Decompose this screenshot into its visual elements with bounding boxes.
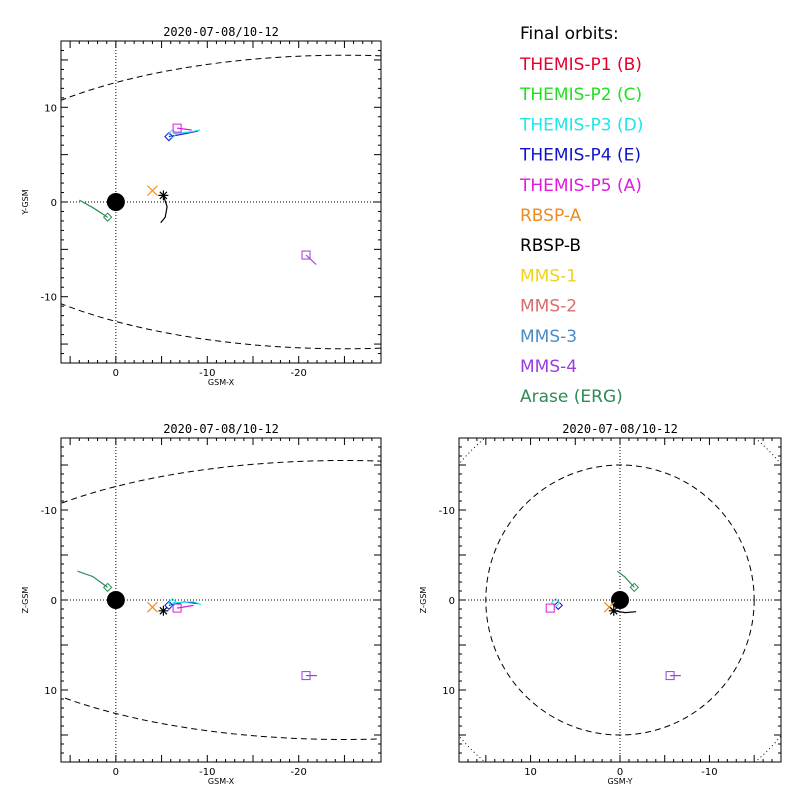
spacecraft-marker: [172, 603, 182, 613]
orbit-track: [616, 570, 635, 588]
y-axis-label: Z-GSM: [21, 587, 30, 614]
y-tick-label: 0: [51, 596, 57, 607]
x-tick-label: 10: [524, 767, 537, 778]
legend-entry: MMS-4: [520, 357, 577, 377]
y-tick-label: -10: [41, 293, 57, 304]
orbit-track: [177, 127, 192, 131]
y-tick-label: 10: [44, 686, 57, 697]
legend-entry: RBSP-A: [520, 206, 582, 226]
legend-entry: MMS-1: [520, 266, 577, 286]
x-tick-label: -10: [199, 767, 215, 778]
legend-entry: MMS-3: [520, 327, 577, 347]
x-axis-label: GSM-X: [208, 378, 235, 387]
orbit-track: [160, 195, 168, 224]
legend-title: Final orbits:: [520, 24, 619, 44]
x-tick-label: -10: [701, 767, 717, 778]
y-tick-label: 10: [442, 686, 455, 697]
y-tick-label: -10: [439, 506, 455, 517]
legend-entry: RBSP-B: [520, 236, 581, 256]
spacecraft-marker: [167, 597, 178, 608]
x-tick-label: -20: [291, 368, 307, 379]
spacecraft-marker: [665, 671, 675, 681]
spacecraft-marker: [553, 600, 563, 611]
legend-entry: THEMIS-P1 (B): [519, 55, 642, 75]
spacecraft-marker: [147, 601, 158, 613]
panel-title: 2020-07-08/10-12: [163, 25, 279, 39]
legend-entry: THEMIS-P2 (C): [519, 85, 642, 105]
legend-entry: THEMIS-P4 (E): [519, 146, 641, 166]
spacecraft-marker: [158, 190, 169, 201]
y-axis-label: Y-GSM: [21, 189, 30, 215]
panel-xz-plot: 2020-07-08/10-12 0 -10 -20 -10 0 10 GSM-X Z-GSM: [21, 422, 382, 786]
earth-marker: [611, 591, 629, 609]
orbit-track: [305, 254, 317, 265]
y-tick-label: 10: [44, 103, 57, 114]
orbit-track: [79, 199, 108, 218]
legend-entry: THEMIS-P5 (A): [519, 176, 642, 196]
legend-entry: THEMIS-P3 (D): [519, 115, 643, 135]
magnetopause-boundary: [61, 460, 381, 740]
x-tick-label: 0: [113, 767, 119, 778]
spacecraft-marker: [147, 185, 158, 197]
spacecraft-marker: [172, 123, 182, 133]
spacecraft-marker: [608, 605, 619, 616]
y-tick-label: -10: [41, 506, 57, 517]
x-axis-label: GSM-Y: [607, 777, 632, 786]
spacecraft-marker: [164, 131, 174, 142]
y-tick-label: 0: [51, 198, 57, 209]
spacecraft-marker: [629, 582, 640, 593]
spacecraft-marker: [164, 600, 174, 611]
x-tick-label: 0: [617, 767, 623, 778]
spacecraft-marker: [301, 250, 311, 260]
legend-entry: MMS-2: [520, 297, 577, 317]
y-axis-label: Z-GSM: [419, 587, 428, 614]
legend-entry: Arase (ERG): [520, 387, 623, 407]
spacecraft-marker: [545, 603, 555, 613]
bow-shock-boundary: [459, 438, 781, 762]
spacecraft-marker: [301, 671, 311, 681]
x-tick-label: 0: [113, 368, 119, 379]
spacecraft-marker: [102, 212, 113, 222]
orbit-track: [172, 601, 202, 606]
panel-xy-plot: 2020-07-08/10-12 0 -10 -20 -10 0 10 GSM-X Y-GSM: [21, 25, 382, 387]
orbit-track: [172, 129, 201, 135]
x-tick-label: -10: [199, 368, 215, 379]
x-tick-label: -20: [291, 767, 307, 778]
y-tick-label: 0: [449, 596, 455, 607]
spacecraft-marker: [102, 582, 113, 593]
legend: Final orbits: THEMIS-P1 (B) THEMIS-P2 (C)…: [519, 24, 643, 407]
earth-marker: [106, 193, 125, 211]
panel-title: 2020-07-08/10-12: [562, 422, 678, 436]
orbit-track: [177, 604, 194, 609]
panel-yz-plot: 2020-07-08/10-12 10 0 -10 -10 0 10 GSM-Y Z-GSM: [419, 422, 782, 786]
earth-marker: [106, 591, 125, 609]
x-axis-label: GSM-X: [208, 777, 235, 786]
spacecraft-marker: [158, 605, 169, 616]
spacecraft-marker: [550, 597, 561, 608]
panel-title: 2020-07-08/10-12: [163, 422, 279, 436]
orbit-track: [77, 570, 108, 588]
